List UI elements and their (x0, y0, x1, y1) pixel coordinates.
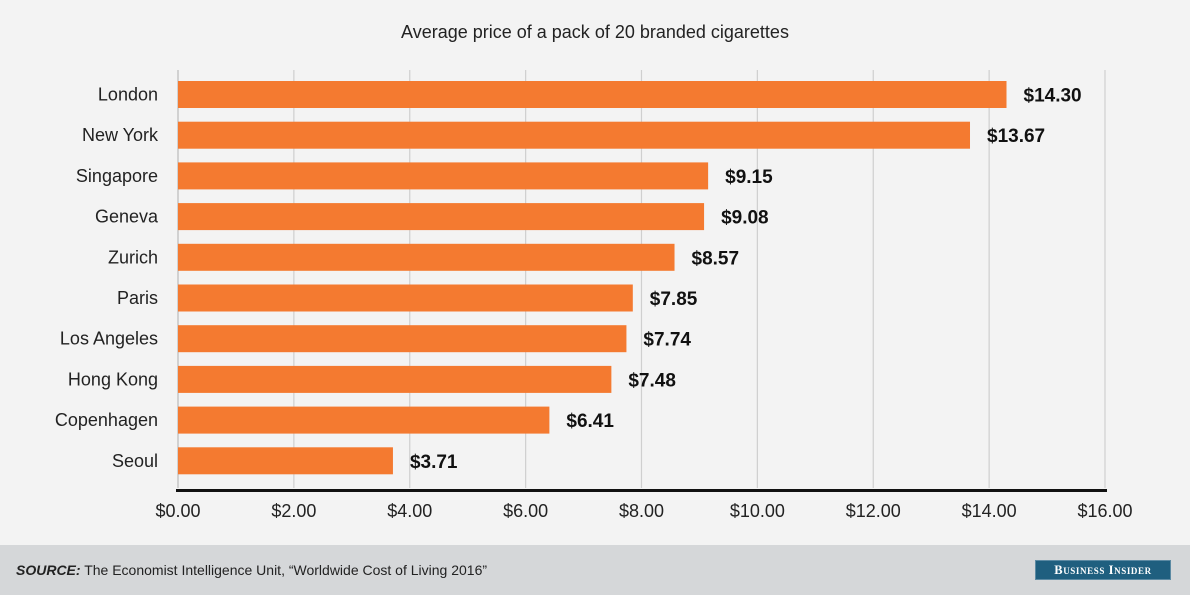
bar (178, 162, 709, 190)
x-tick-label: $10.00 (730, 501, 785, 521)
bar (178, 81, 1007, 108)
x-tick-label: $12.00 (846, 501, 901, 521)
value-label: $7.48 (628, 370, 676, 391)
bar (178, 243, 675, 271)
category-label: London (98, 85, 158, 105)
source-label: SOURCE: (16, 562, 81, 578)
footer: SOURCE: The Economist Intelligence Unit,… (0, 545, 1190, 595)
x-axis-line (176, 489, 1107, 492)
bar (178, 284, 633, 312)
value-label: $8.57 (692, 248, 740, 269)
x-tick-label: $14.00 (962, 501, 1017, 521)
category-label: Copenhagen (55, 410, 158, 430)
value-labels: $14.30 $13.67 $9.15 $9.08 $8.57 $7.85 $7.74 $7.… (410, 86, 1082, 473)
category-label: Seoul (112, 451, 158, 471)
bar (178, 325, 627, 353)
category-label: Zurich (108, 247, 158, 267)
x-tick-label: $0.00 (155, 501, 200, 521)
category-label: Geneva (95, 207, 159, 227)
category-label: Hong Kong (68, 369, 158, 389)
x-tick-labels: $0.00 $2.00 $4.00 $6.00 $8.00 $10.00 $12.00 $14… (155, 501, 1132, 521)
value-label: $14.30 (1024, 86, 1082, 107)
x-tick-label: $2.00 (271, 501, 316, 521)
bar (178, 365, 612, 393)
category-labels: London New York Singapore Geneva Zurich Paris… (55, 85, 159, 471)
value-label: $3.71 (410, 452, 458, 473)
x-tick-label: $4.00 (387, 501, 432, 521)
value-label: $7.85 (650, 289, 698, 310)
value-label: $13.67 (987, 126, 1045, 147)
value-label: $7.74 (643, 330, 691, 351)
x-axis (176, 489, 1107, 492)
x-tick-label: $8.00 (619, 501, 664, 521)
bars (178, 81, 1007, 475)
category-label: Paris (117, 288, 158, 308)
x-tick-label: $6.00 (503, 501, 548, 521)
value-label: $6.41 (566, 411, 614, 432)
bar-chart: London New York Singapore Geneva Zurich Paris… (55, 70, 1133, 521)
source-note: SOURCE: The Economist Intelligence Unit,… (16, 562, 487, 578)
bar (178, 203, 705, 231)
value-label: $9.08 (721, 208, 769, 229)
category-label: Los Angeles (60, 329, 158, 349)
bar (178, 447, 393, 475)
value-label: $9.15 (725, 167, 773, 188)
bar (178, 121, 971, 149)
category-label: Singapore (76, 166, 158, 186)
source-text: The Economist Intelligence Unit, “Worldw… (80, 562, 488, 578)
chart-title: Average price of a pack of 20 branded ci… (401, 22, 789, 42)
business-insider-logo: Business Insider (1035, 560, 1171, 580)
bar (178, 406, 550, 434)
x-tick-label: $16.00 (1077, 501, 1132, 521)
category-label: New York (82, 125, 159, 145)
